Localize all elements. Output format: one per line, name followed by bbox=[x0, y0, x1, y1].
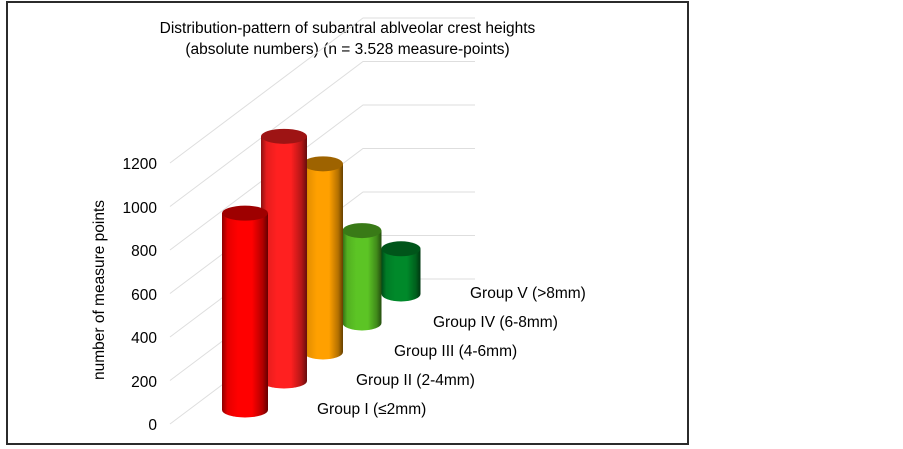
chart-title-line-1: Distribution-pattern of subantral ablveo… bbox=[159, 20, 536, 37]
bar-4 bbox=[342, 223, 382, 331]
category-label: Group I (≤2mm) bbox=[317, 401, 427, 418]
gridline bbox=[169, 17, 475, 164]
y-tick: 1000 bbox=[122, 199, 157, 217]
category-label: Group V (>8mm) bbox=[470, 285, 586, 302]
category-label: Group IV (6-8mm) bbox=[433, 314, 558, 331]
y-tick: 0 bbox=[148, 417, 157, 434]
bar-5 bbox=[381, 241, 421, 302]
y-tick: 800 bbox=[131, 243, 157, 260]
bar-3 bbox=[303, 156, 343, 360]
chart-title-line-2: (absolute numbers) (n = 3.528 measure-po… bbox=[185, 41, 510, 58]
y-tick: 400 bbox=[131, 330, 157, 347]
bar-1 bbox=[222, 205, 268, 418]
bar-2 bbox=[261, 128, 307, 389]
category-label: Group II (2-4mm) bbox=[356, 372, 475, 389]
y-tick: 600 bbox=[131, 286, 157, 304]
gridline bbox=[169, 104, 475, 251]
gridline bbox=[169, 61, 475, 207]
y-axis-title: number of measure points bbox=[91, 199, 108, 381]
bars bbox=[222, 128, 421, 418]
category-label: Group III (4-6mm) bbox=[394, 343, 518, 360]
chart-frame bbox=[6, 1, 689, 445]
chart-title: Distribution-pattern of subantral ablveo… bbox=[6, 18, 689, 60]
y-tick: 1200 bbox=[122, 156, 157, 173]
y-tick: 200 bbox=[131, 373, 157, 391]
